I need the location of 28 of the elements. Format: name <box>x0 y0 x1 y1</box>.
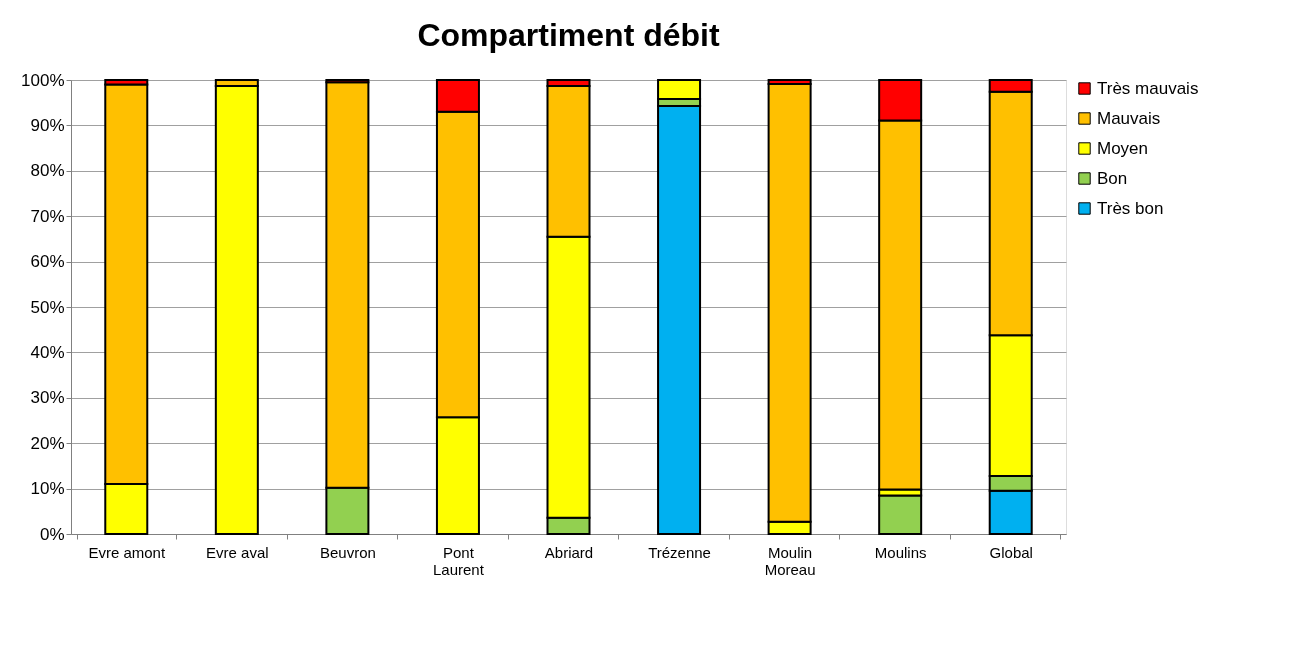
x-tick-label: Evre amont <box>88 543 166 561</box>
x-tick-label: Moulins <box>874 543 927 561</box>
y-tick-label: 60% <box>30 252 65 272</box>
legend-label: Très bon <box>1097 198 1164 218</box>
x-tick-label: Global <box>989 543 1033 561</box>
x-tick-label: Abriard <box>544 543 594 561</box>
bar <box>878 494 923 535</box>
bar <box>657 104 702 535</box>
y-tick-label: 80% <box>30 161 65 181</box>
y-tick-label: 90% <box>30 115 65 135</box>
y-tick-label: 100% <box>21 70 65 90</box>
x-tick-label: Pont Laurent <box>433 543 485 578</box>
legend-label: Très mauvais <box>1097 78 1199 98</box>
y-tick-label: 0% <box>39 524 65 544</box>
y-tick-label: 30% <box>30 388 65 408</box>
x-tick-label: Trézenne <box>648 543 711 561</box>
y-tick-label: 50% <box>30 297 65 317</box>
legend-label: Mauvais <box>1097 108 1161 128</box>
x-tick-label: Beuvron <box>319 543 376 561</box>
y-tick-label: 70% <box>30 206 65 226</box>
x-tick-label: Moulin Moreau <box>764 543 816 578</box>
y-tick-label: 10% <box>30 479 65 499</box>
legend-label: Moyen <box>1097 138 1149 158</box>
legend-label: Bon <box>1097 168 1128 188</box>
chart-title: Compartiment débit <box>417 17 720 53</box>
y-tick-label: 40% <box>30 342 65 362</box>
x-tick-label: Evre aval <box>206 543 269 561</box>
y-tick-label: 20% <box>30 433 65 453</box>
